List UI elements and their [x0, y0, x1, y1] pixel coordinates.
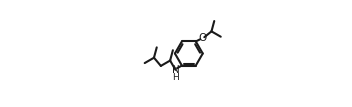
- Text: O: O: [198, 33, 206, 43]
- Text: N: N: [171, 65, 179, 75]
- Text: H: H: [172, 73, 179, 82]
